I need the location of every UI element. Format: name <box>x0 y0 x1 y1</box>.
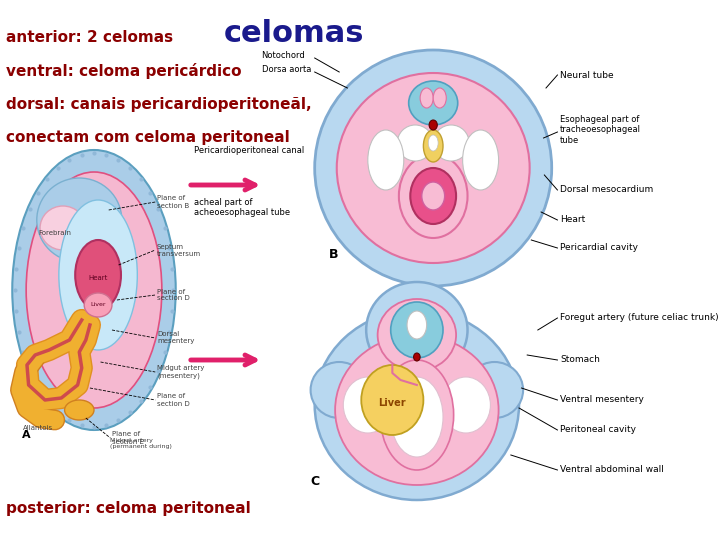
Ellipse shape <box>12 150 176 430</box>
Text: Pericardioperitoneal canal: Pericardioperitoneal canal <box>194 146 304 155</box>
Ellipse shape <box>343 377 392 433</box>
Ellipse shape <box>463 130 498 190</box>
Text: Foregut artery (future celiac trunk): Foregut artery (future celiac trunk) <box>560 314 719 322</box>
Ellipse shape <box>433 125 469 161</box>
Ellipse shape <box>423 130 443 162</box>
Text: Plane of
section B: Plane of section B <box>157 195 189 208</box>
Text: Midgut artery
(permanent during): Midgut artery (permanent during) <box>110 438 172 449</box>
Ellipse shape <box>407 311 427 339</box>
Text: Forebrain: Forebrain <box>38 230 71 236</box>
Ellipse shape <box>59 200 138 350</box>
Ellipse shape <box>422 182 445 210</box>
Text: Septum
transversum: Septum transversum <box>157 244 201 256</box>
Circle shape <box>429 120 437 130</box>
Ellipse shape <box>84 293 112 317</box>
Text: Neural tube: Neural tube <box>560 71 613 79</box>
Text: Heart: Heart <box>89 275 108 281</box>
Ellipse shape <box>75 240 121 310</box>
Ellipse shape <box>366 282 467 378</box>
Ellipse shape <box>26 172 162 408</box>
Ellipse shape <box>409 81 458 125</box>
Text: Dorsal mesocardium: Dorsal mesocardium <box>560 186 653 194</box>
Ellipse shape <box>441 377 490 433</box>
Text: Heart: Heart <box>560 215 585 225</box>
Text: Dorsa aorta: Dorsa aorta <box>261 65 311 74</box>
Text: Liver: Liver <box>379 398 406 408</box>
Ellipse shape <box>37 178 122 262</box>
Ellipse shape <box>380 360 454 470</box>
Ellipse shape <box>391 377 443 457</box>
Text: Plane of
section D: Plane of section D <box>157 288 189 301</box>
Ellipse shape <box>433 88 446 108</box>
Ellipse shape <box>335 335 498 485</box>
Circle shape <box>413 353 420 361</box>
Text: Peritoneal cavity: Peritoneal cavity <box>560 426 636 435</box>
Ellipse shape <box>368 130 404 190</box>
Text: A: A <box>22 430 31 440</box>
Ellipse shape <box>377 299 456 371</box>
Text: Liver: Liver <box>90 302 106 307</box>
Text: Esophageal part of
tracheoesophageal
tube: Esophageal part of tracheoesophageal tub… <box>560 115 641 145</box>
Text: Notochord: Notochord <box>261 51 305 60</box>
Ellipse shape <box>410 168 456 224</box>
Text: Ventral mesentery: Ventral mesentery <box>560 395 644 404</box>
Text: celomas: celomas <box>224 19 364 48</box>
Text: anterior: 2 celomas: anterior: 2 celomas <box>6 30 173 45</box>
Text: Pericardial cavity: Pericardial cavity <box>560 244 638 253</box>
Text: Plane of
section D: Plane of section D <box>157 394 189 407</box>
Ellipse shape <box>361 365 423 435</box>
Ellipse shape <box>310 362 368 418</box>
Text: dorsal: canais pericardioperitoneãl,: dorsal: canais pericardioperitoneãl, <box>6 97 312 112</box>
Text: B: B <box>328 248 338 261</box>
Text: Dorsal
mesentery: Dorsal mesentery <box>157 332 194 345</box>
Text: Allantois: Allantois <box>23 425 53 431</box>
Ellipse shape <box>391 302 443 358</box>
Text: C: C <box>310 475 320 488</box>
Text: Midgut artery
(mesentery): Midgut artery (mesentery) <box>157 365 204 379</box>
Text: ventral: celoma pericárdico: ventral: celoma pericárdico <box>6 63 241 79</box>
Ellipse shape <box>466 362 523 418</box>
Ellipse shape <box>337 73 530 263</box>
Ellipse shape <box>315 50 552 286</box>
Ellipse shape <box>420 88 433 108</box>
Ellipse shape <box>428 135 438 151</box>
Text: Stomach: Stomach <box>560 355 600 364</box>
Ellipse shape <box>40 206 86 250</box>
Text: conectam com celoma peritoneal: conectam com celoma peritoneal <box>6 130 289 145</box>
Text: acheal part of
acheoesophageal tube: acheal part of acheoesophageal tube <box>194 198 290 217</box>
Ellipse shape <box>399 154 467 238</box>
Ellipse shape <box>397 125 433 161</box>
Ellipse shape <box>65 400 94 420</box>
Text: Plane of
section E: Plane of section E <box>112 431 144 444</box>
Ellipse shape <box>315 310 519 500</box>
Text: Ventral abdominal wall: Ventral abdominal wall <box>560 465 664 475</box>
Text: posterior: celoma peritoneal: posterior: celoma peritoneal <box>6 501 251 516</box>
